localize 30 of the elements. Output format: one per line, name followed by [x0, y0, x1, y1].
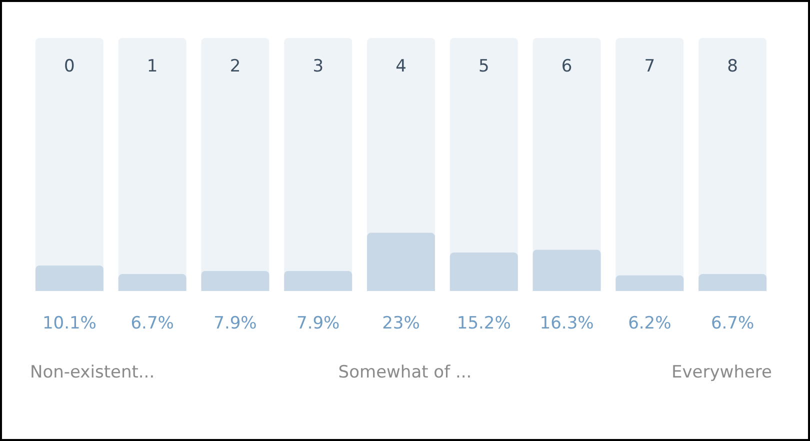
bar	[201, 271, 270, 291]
x-tick-label: 0	[64, 56, 75, 76]
data-label: 23%	[382, 314, 420, 334]
bar	[118, 274, 186, 291]
x-tick-label: 1	[146, 56, 158, 76]
x-tick-label: 6	[561, 56, 572, 76]
data-label: 10.1%	[42, 314, 96, 334]
bar	[35, 265, 104, 291]
text: Everywhere	[671, 362, 772, 382]
bar	[698, 274, 767, 291]
data-label: 6.7%	[710, 314, 754, 334]
data-label: 7.9%	[214, 314, 257, 334]
data-label: 6.7%	[130, 314, 174, 334]
x-tick-label: 2	[230, 56, 241, 76]
bar	[616, 275, 684, 291]
data-label: 16.3%	[540, 314, 594, 334]
data-label: 15.2%	[456, 314, 511, 334]
data-label: 6.2%	[628, 314, 672, 334]
text: Non-existent...	[30, 362, 155, 382]
x-tick-label: 3	[312, 56, 324, 76]
x-tick-label: 4	[396, 56, 406, 76]
x-tick-label: 7	[644, 56, 656, 76]
bar	[367, 232, 435, 291]
x-tick-label: 8	[727, 56, 738, 76]
data-label: 7.9%	[296, 314, 340, 334]
bar	[284, 271, 352, 291]
text: Somewhat of ...	[338, 362, 472, 382]
x-tick-label: 5	[478, 56, 490, 76]
bar	[450, 252, 518, 291]
bar	[532, 250, 601, 291]
